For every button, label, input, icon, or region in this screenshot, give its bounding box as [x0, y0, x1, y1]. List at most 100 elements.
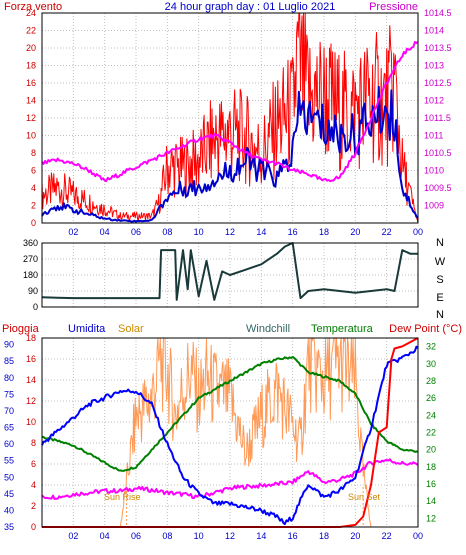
- pressure-y-tick-label: 1011: [424, 131, 443, 141]
- temperature-title: Temperatura: [311, 323, 374, 335]
- wind-y-tick-label: 8: [31, 148, 36, 158]
- direction-compass-label: N: [436, 309, 444, 321]
- direction-y-tick-label: 0: [33, 302, 38, 312]
- temperature-y-tick-label: 28: [426, 376, 436, 386]
- direction-compass-label: N: [436, 237, 444, 249]
- wind-direction-line: [41, 242, 418, 301]
- weather-panel-x-tick-label: 10: [194, 531, 204, 541]
- weather-panel-x-tick-label: 12: [225, 531, 235, 541]
- solar-title: Solar: [118, 323, 144, 335]
- humidity-y-tick-label: 50: [4, 472, 14, 482]
- wind-panel-x-tick-label: 10: [194, 227, 204, 237]
- temperature-y-tick-label: 18: [426, 462, 436, 472]
- wind-panel-x-tick-label: 16: [288, 227, 298, 237]
- direction-panel-frame: [41, 242, 419, 308]
- wind-panel-x-tick-label: 02: [68, 227, 78, 237]
- wind-speed-line: [41, 12, 419, 224]
- wind-y-tick-label: 16: [26, 78, 36, 88]
- dewpoint-line: [41, 458, 419, 500]
- temperature-y-tick-label: 16: [426, 479, 436, 489]
- pressure-y-tick-label: 1014: [424, 26, 444, 36]
- weather-panel-x-tick-label: 00: [413, 531, 423, 541]
- weather-panel-x-tick-label: 16: [288, 531, 298, 541]
- wind-panel-x-tick-label: 00: [413, 227, 423, 237]
- weather-panel-x-tick-label: 18: [319, 531, 329, 541]
- direction-y-tick-label: 270: [23, 254, 38, 264]
- humidity-y-tick-label: 45: [4, 489, 14, 499]
- dewpoint-title: Dew Point (°C): [389, 323, 462, 335]
- weather-panel-frame: [41, 337, 419, 528]
- pressure-y-tick-label: 1013: [424, 61, 444, 71]
- weather-panel-x-tick-label: 08: [162, 531, 172, 541]
- pressure-y-tick-label: 1014.5: [424, 8, 452, 18]
- wind-panel-x-tick-label: 04: [100, 227, 110, 237]
- wind-y-tick-label: 20: [26, 43, 36, 53]
- direction-y-tick-label: 180: [23, 270, 38, 280]
- direction-y-tick-label: 360: [23, 238, 38, 248]
- rain-y-tick-label: 2: [31, 501, 36, 511]
- temperature-y-tick-label: 26: [426, 393, 436, 403]
- humidity-y-tick-label: 55: [4, 456, 14, 466]
- rain-y-tick-label: 12: [26, 396, 36, 406]
- wind-panel-x-tick-label: 14: [256, 227, 266, 237]
- pressure-y-tick-label: 1010: [424, 166, 444, 176]
- wind-y-tick-label: 14: [26, 96, 36, 106]
- humidity-y-tick-label: 35: [4, 522, 14, 532]
- pressure-y-tick-label: 1009: [424, 201, 444, 211]
- humidity-y-tick-label: 90: [4, 340, 14, 350]
- weather-panel-x-tick-label: 14: [256, 531, 266, 541]
- wind-panel-x-tick-label: 20: [350, 227, 360, 237]
- humidity-y-tick-label: 40: [4, 505, 14, 515]
- pressure-y-tick-label: 1009.5: [424, 183, 452, 193]
- rain-y-tick-label: 14: [26, 375, 36, 385]
- wind-y-tick-label: 0: [31, 218, 36, 228]
- weather-panel-x-tick-label: 20: [350, 531, 360, 541]
- wind-panel-x-tick-label: 22: [382, 227, 392, 237]
- pressure-y-tick-label: 1012.5: [424, 78, 452, 88]
- rain-title: Pioggia: [2, 323, 40, 335]
- wind-panel-x-tick-label: 18: [319, 227, 329, 237]
- direction-y-tick-label: 90: [28, 286, 38, 296]
- direction-compass-label: S: [436, 274, 443, 286]
- rain-y-tick-label: 16: [26, 354, 36, 364]
- wind-y-tick-label: 24: [26, 8, 36, 18]
- wind-y-tick-label: 12: [26, 113, 36, 123]
- wind-title: Forza vento: [4, 1, 62, 13]
- humidity-y-tick-label: 85: [4, 356, 14, 366]
- pressure-title: Pressione: [369, 1, 418, 13]
- rain-y-tick-label: 10: [26, 417, 36, 427]
- humidity-y-tick-label: 65: [4, 423, 14, 433]
- temperature-y-tick-label: 20: [426, 445, 436, 455]
- direction-compass-label: W: [435, 256, 446, 268]
- rain-y-tick-label: 0: [31, 522, 36, 532]
- humidity-title: Umidita: [68, 323, 106, 335]
- wind-panel-x-tick-label: 08: [162, 227, 172, 237]
- wind-y-tick-label: 18: [26, 61, 36, 71]
- humidity-y-tick-label: 80: [4, 373, 14, 383]
- chart-main-title: 24 hour graph day : 01 Luglio 2021: [165, 1, 336, 13]
- wind-panel-x-tick-label: 06: [131, 227, 141, 237]
- humidity-y-tick-label: 75: [4, 389, 14, 399]
- axes-layer: 02468101214161820222410091009.510101010.…: [4, 8, 452, 541]
- temperature-y-tick-label: 12: [426, 513, 436, 523]
- wind-y-tick-label: 2: [31, 201, 36, 211]
- rain-line: [42, 337, 419, 528]
- pressure-y-tick-label: 1010.5: [424, 148, 452, 158]
- temperature-y-tick-label: 22: [426, 428, 436, 438]
- temperature-y-tick-label: 32: [426, 342, 436, 352]
- wind-y-tick-label: 10: [26, 131, 36, 141]
- weather-panel-x-tick-label: 22: [382, 531, 392, 541]
- windchill-title: Windchill: [246, 323, 290, 335]
- temperature-line: [41, 356, 419, 472]
- humidity-y-tick-label: 60: [4, 439, 14, 449]
- rain-y-tick-label: 6: [31, 459, 36, 469]
- pressure-y-tick-label: 1013.5: [424, 43, 452, 53]
- wind-y-tick-label: 6: [31, 166, 36, 176]
- temperature-y-tick-label: 14: [426, 496, 436, 506]
- wind-panel-frame: [41, 12, 419, 224]
- temperature-y-tick-label: 30: [426, 359, 436, 369]
- wind-y-tick-label: 22: [26, 26, 36, 36]
- rain-y-tick-label: 18: [26, 333, 36, 343]
